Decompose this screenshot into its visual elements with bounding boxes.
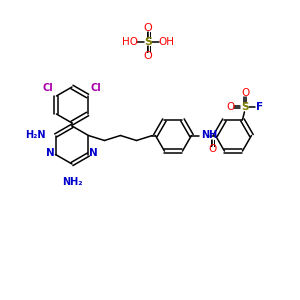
Text: Cl: Cl [43, 83, 53, 93]
Text: O: O [208, 145, 217, 154]
Text: F: F [256, 102, 263, 112]
Text: NH: NH [202, 130, 218, 140]
Text: N: N [46, 148, 55, 158]
Text: N: N [89, 148, 98, 158]
Text: O: O [226, 102, 235, 112]
Text: O: O [144, 23, 152, 33]
Text: S: S [144, 37, 152, 47]
Text: H₂N: H₂N [25, 130, 46, 140]
Text: O: O [241, 88, 250, 98]
Text: Cl: Cl [91, 83, 101, 93]
Text: S: S [242, 102, 249, 112]
Text: HO: HO [122, 37, 138, 47]
Text: OH: OH [158, 37, 174, 47]
Text: NH₂: NH₂ [62, 177, 82, 187]
Text: O: O [144, 51, 152, 61]
